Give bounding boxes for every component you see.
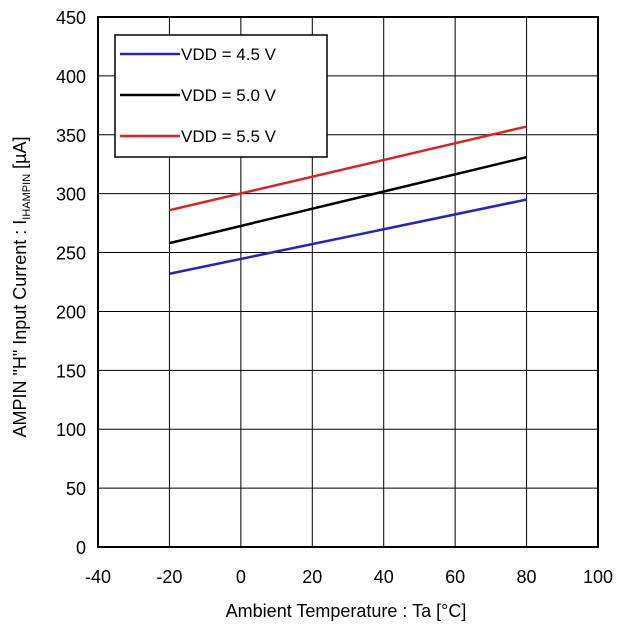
- x-tick-label: 100: [583, 567, 613, 587]
- x-tick-label: 0: [236, 567, 246, 587]
- y-tick-label: 150: [56, 361, 86, 381]
- legend-entry: VDD = 4.5 V: [181, 45, 277, 64]
- series-layer: [169, 125, 527, 275]
- series-line: [169, 125, 527, 212]
- y-tick-label: 400: [56, 67, 86, 87]
- y-tick-label: 100: [56, 420, 86, 440]
- y-tick-label: 300: [56, 185, 86, 205]
- y-tick-label: 200: [56, 302, 86, 322]
- y-axis-label: AMPIN "H" Input Current : IIHAMPIN [µA]: [10, 136, 33, 437]
- x-tick-label: 40: [374, 567, 394, 587]
- y-tick-label: 450: [56, 8, 86, 28]
- plot-frame: [97, 16, 599, 548]
- x-tick-label: 20: [302, 567, 322, 587]
- y-tick-label: 350: [56, 126, 86, 146]
- x-tick-labels: -40 -20 0 20 40 60 80 100: [85, 567, 613, 587]
- y-axis-label-subscript: IHAMPIN: [21, 174, 33, 220]
- x-tick-label: -20: [156, 567, 182, 587]
- x-tick-label: -40: [85, 567, 111, 587]
- legend-entry: VDD = 5.0 V: [181, 86, 277, 105]
- y-tick-label: 50: [66, 479, 86, 499]
- x-axis-label: Ambient Temperature : Ta [°C]: [226, 601, 467, 621]
- legend-entry: VDD = 5.5 V: [181, 127, 277, 146]
- y-tick-label: 0: [76, 538, 86, 558]
- y-axis-label-prefix: AMPIN "H" Input Current : I: [10, 220, 30, 438]
- x-tick-label: 80: [517, 567, 537, 587]
- series-line: [169, 155, 527, 245]
- y-tick-labels: 0 50 100 150 200 250 300 350 400 450: [56, 8, 86, 558]
- y-axis-label-suffix: [µA]: [10, 136, 30, 173]
- legend: VDD = 4.5 V VDD = 5.0 V VDD = 5.5 V: [114, 34, 328, 158]
- x-tick-label: 60: [445, 567, 465, 587]
- y-tick-label: 250: [56, 244, 86, 264]
- series-line: [169, 198, 527, 275]
